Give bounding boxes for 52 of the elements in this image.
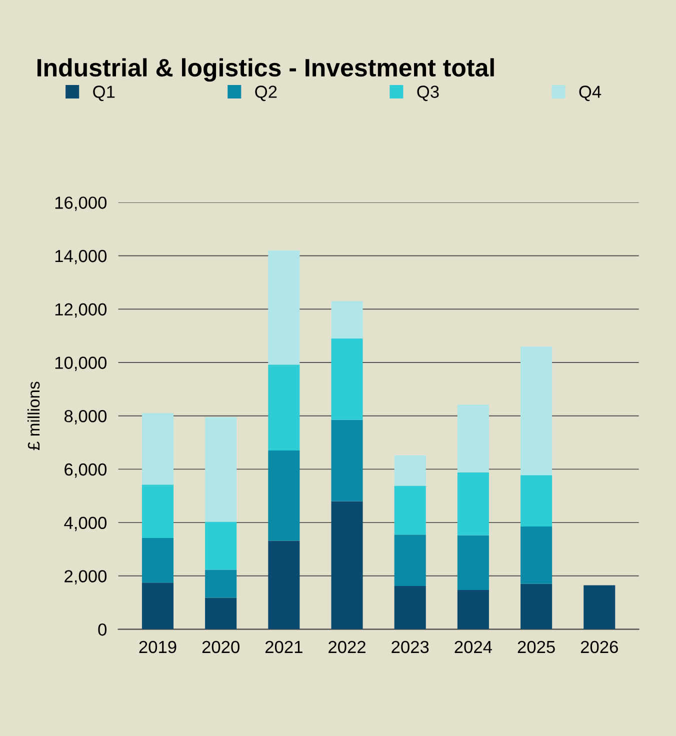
bar — [268, 540, 300, 630]
legend-label: Q4 — [579, 86, 602, 102]
y-tick-label: 8,000 — [64, 410, 107, 424]
bar — [394, 534, 426, 586]
bar — [268, 250, 300, 365]
y-tick-label: 12,000 — [55, 303, 107, 318]
x-tick-label: 2019 — [139, 640, 176, 654]
y-tick-label: 10,000 — [55, 356, 107, 371]
bar — [205, 417, 237, 522]
legend-label: Q3 — [417, 86, 439, 102]
bar — [268, 450, 300, 541]
bar — [457, 535, 489, 590]
legend-label: Q1 — [93, 86, 115, 102]
bar — [520, 346, 552, 476]
y-tick-label: 0 — [98, 623, 107, 636]
bar — [394, 486, 426, 535]
y-tick-label: 16,000 — [55, 196, 107, 211]
bar — [520, 526, 552, 584]
bar — [205, 570, 237, 598]
x-tick-label: 2024 — [454, 640, 492, 654]
bar — [457, 590, 489, 630]
bar — [394, 586, 426, 630]
bar — [457, 404, 489, 472]
y-axis-title: £ millions — [27, 382, 40, 450]
bar — [457, 472, 489, 536]
bar — [142, 538, 174, 583]
x-tick-label: 2025 — [518, 640, 555, 654]
bar — [331, 420, 363, 502]
bar — [205, 522, 237, 570]
x-tick-label: 2026 — [580, 640, 618, 654]
x-tick-label: 2022 — [328, 640, 366, 654]
y-tick-label: 4,000 — [64, 516, 107, 532]
bar — [268, 364, 300, 451]
bar — [331, 301, 363, 338]
bar — [142, 582, 174, 630]
bar — [520, 584, 552, 630]
x-tick-label: 2023 — [392, 640, 429, 654]
bar — [584, 585, 616, 630]
x-tick-label: 2020 — [202, 640, 240, 654]
bar — [142, 413, 174, 485]
bar — [331, 338, 363, 420]
bar — [142, 484, 174, 538]
y-tick-label: 14,000 — [55, 250, 107, 264]
bar — [394, 455, 426, 486]
bar — [520, 475, 552, 527]
y-tick-label: 2,000 — [64, 570, 107, 584]
bar — [205, 598, 237, 630]
chart-title: Industrial & logistics - Investment total — [38, 58, 494, 82]
bar — [331, 501, 363, 630]
x-tick-label: 2021 — [265, 640, 302, 654]
y-tick-label: 6,000 — [64, 463, 107, 478]
legend-label: Q2 — [255, 86, 277, 102]
